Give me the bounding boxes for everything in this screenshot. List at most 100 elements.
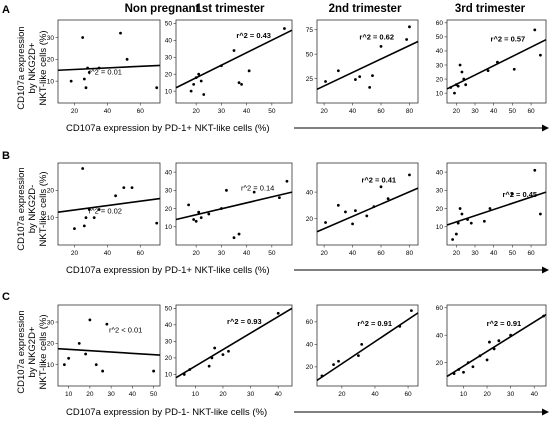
plot-c-3-point [398,324,402,328]
plot-a-4-fit-line [446,38,547,90]
plot-b-2-ytick-label: 40 [165,169,173,176]
plot-a-4-xtick-label: 50 [509,108,517,115]
plot-c-4-ytick-label: 60 [436,305,444,312]
plot-a-1-xtick-label: 60 [137,108,145,115]
row-b-ylabel-line-2: by NKG2D- [27,185,38,234]
plot-c-3-point [360,342,364,346]
plot-b-2-xtick-label: 20 [193,250,201,257]
plot-c-3-r2-label: r^2 = 0.91 [357,319,392,328]
plot-c-2-xtick-label: 30 [247,391,255,398]
row-b-xlabel: CD107a expression by PD-1+ NKT-like cell… [66,265,270,276]
plot-b-3-xtick-label: 60 [377,250,385,257]
plot-c-1-point [67,356,71,360]
plot-b-4-fit-line [446,191,547,226]
plot-a-1-point [69,79,73,83]
plot-c-3-point [356,354,360,358]
plot-b-1-point [97,208,101,211]
plot-a-1-point [84,86,88,90]
plot-c-4-point [509,333,513,337]
plot-a-2-point [232,49,236,52]
plot-b-2-point [285,179,289,183]
plot-b-3-ytick-label: 20 [306,216,314,223]
plot-b-1-xtick-label: 60 [137,250,145,257]
plot-b-4-point [456,221,460,225]
plot-c-4-point [488,340,491,344]
plot-c-2-ytick-label: 30 [165,339,173,346]
plot-a-2-xtick-label: 20 [193,108,201,115]
plot-a-2-point [247,69,251,73]
plot-c-4-point [485,358,489,362]
plot-a-1-point [81,36,85,39]
plot-b-3-point [324,221,327,224]
plot-a-2-point [192,82,196,86]
plot-c-4-point [462,370,465,374]
plot-a-2-ytick-label: 20 [165,72,173,79]
plot-c-2-ytick-label: 50 [165,306,173,313]
plot-c-1-point [62,363,66,367]
plot-c-4-point [542,314,546,318]
plot-b-3-point [344,210,347,214]
plot-c-2-point [213,346,217,350]
plot-a-4-ytick-label: 30 [436,62,444,69]
scatter-plots: 20 40 60 10 20 30 r^2 = 0.01 20 30 40 50 10 20 30 40 50… [47,19,547,398]
plot-b-2-xtick-label: 30 [218,250,226,257]
plot-a-4-ytick-label: 60 [436,20,444,27]
plot-b-4-r2-label: r^2 = 0.45 [502,190,537,199]
plot-a-3-xtick-label: 20 [320,108,328,115]
plot-a-4-point [449,86,453,89]
plot-a-1-frame [57,19,161,104]
row-a-ylabel-line-1: CD107a expression [16,26,27,109]
plot-c-4-xtick-label: 30 [507,391,515,398]
plot-b-4-point [488,207,492,210]
plot-c-4-point [492,347,496,351]
plot-c-1-ytick-label: 10 [47,362,55,369]
plot-a-4-point [496,60,499,64]
plot-b-1-xtick-label: 40 [104,250,112,257]
plot-b-4-point [460,212,464,216]
plot-c-1-xtick-label: 40 [129,391,137,398]
plot-a-3-ytick-label: 75 [306,27,314,34]
plot-c-4-point [466,361,470,365]
plot-c-4: 10 20 30 40 20 40 60 r^2 = 0.91 [436,304,547,398]
plot-a-2: 20 30 40 50 10 20 30 40 50 r^2 = 0.43 [165,19,293,115]
row-b-ylabel-line-3: NKT-like cells (%) [38,172,49,247]
plot-c-2-point [210,356,214,360]
plot-a-1-fit-line [57,64,161,72]
plot-c-3-point [320,374,324,378]
plot-a-2-point [283,27,286,30]
plot-b-1-point [92,216,96,220]
plot-c-1-r2-label: r^2 < 0.01 [109,325,142,334]
plot-a-4-ytick-label: 50 [436,34,444,41]
plot-a-3-point [358,75,362,79]
plot-a-2-point [199,79,203,83]
plot-b-4-point [469,221,473,225]
plot-c-4-point [478,354,482,358]
plot-a-3-xtick-label: 60 [377,108,385,115]
plot-b-3-xtick-label: 80 [406,250,414,257]
plot-b-3-r2-label: r^2 = 0.41 [361,175,396,184]
plot-a-3-point [368,85,372,89]
plot-c-1-point [152,369,156,373]
plot-b-3-ytick-label: 40 [306,189,314,196]
plot-b-3-point [351,222,354,226]
plot-b-3-point [379,185,383,189]
plot-c-3-point [337,359,340,363]
plot-a-3-r2-label: r^2 = 0.62 [359,33,394,42]
plot-b-1-point [122,186,126,190]
row-c-ylabel-line-2: by NKG2D+ [27,326,38,377]
plot-a-3-point [371,74,374,78]
plot-b-3-xtick-label: 20 [320,250,328,257]
plot-c-4-point [452,372,456,376]
plot-c-1: 10 20 30 40 50 10 20 30 r^2 < 0.01 [47,304,161,398]
plot-c-4-xtick-label: 20 [483,391,491,398]
plot-b-2-point [199,216,203,220]
plot-c-4-xtick-label: 10 [460,391,468,398]
plot-b-2-point [187,203,191,207]
plot-b-3-fit-line [316,187,419,233]
plot-a-1-ytick-label: 10 [47,78,55,85]
plot-b-2-point [237,232,241,236]
plot-b-4-point [458,207,462,210]
plot-a-2-r2-label: r^2 = 0.43 [236,31,271,40]
plot-b-3: 20 40 60 80 20 40 r^2 = 0.41 [306,162,419,257]
plot-c-3-point [332,363,335,367]
